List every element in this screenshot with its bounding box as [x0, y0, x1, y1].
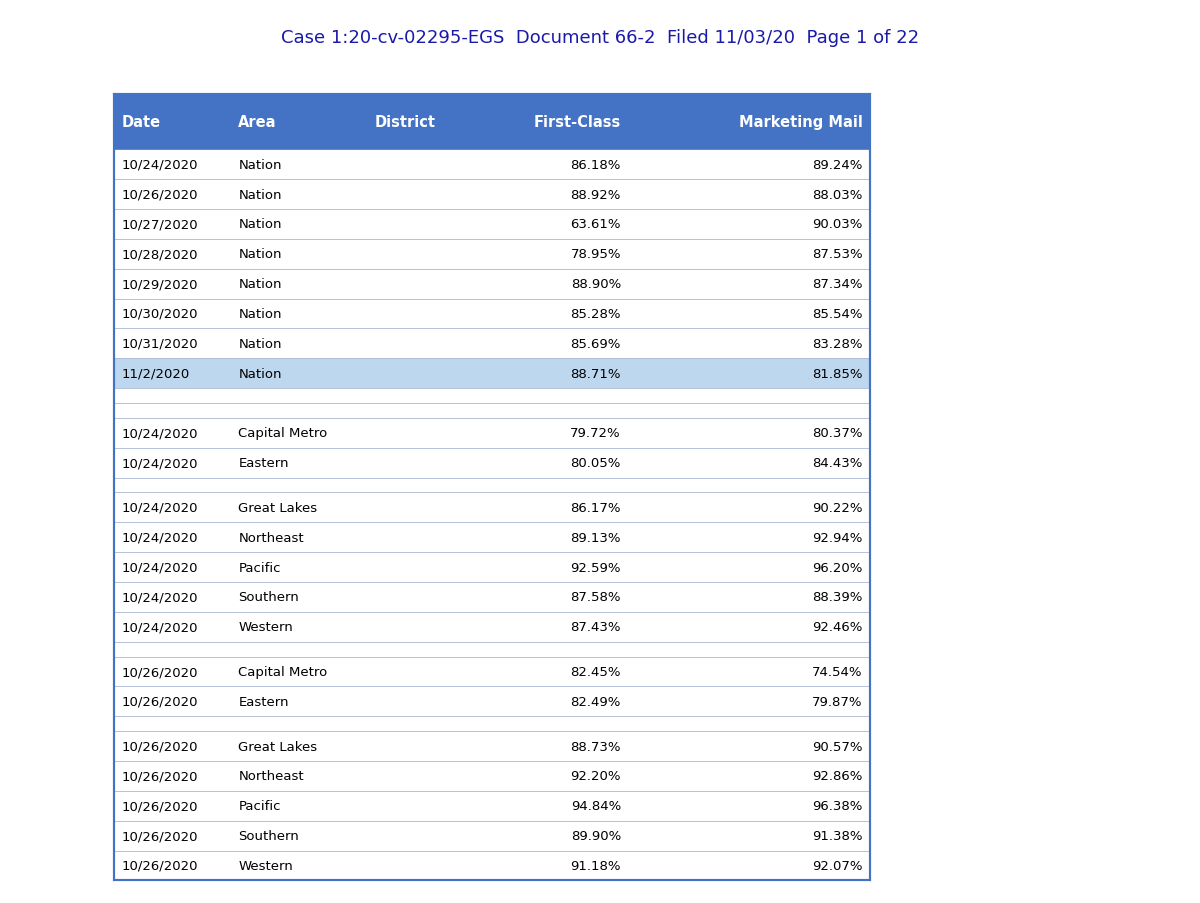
Text: 92.94%: 92.94% [812, 531, 863, 545]
Text: 85.28%: 85.28% [570, 308, 620, 321]
Text: Capital Metro: Capital Metro [239, 427, 328, 440]
Text: 85.69%: 85.69% [570, 338, 620, 350]
Text: 80.05%: 80.05% [570, 457, 620, 470]
Text: 79.87%: 79.87% [812, 695, 863, 708]
Text: 79.72%: 79.72% [570, 427, 620, 440]
Text: 10/24/2020: 10/24/2020 [121, 620, 198, 634]
Text: 88.71%: 88.71% [570, 368, 620, 380]
Text: Nation: Nation [239, 338, 282, 350]
Text: Nation: Nation [239, 159, 282, 172]
Text: Nation: Nation [239, 189, 282, 201]
Text: 86.17%: 86.17% [570, 501, 620, 515]
Text: 63.61%: 63.61% [570, 219, 620, 231]
Text: 10/24/2020: 10/24/2020 [121, 561, 198, 574]
Text: 89.24%: 89.24% [812, 159, 863, 172]
Text: Southern: Southern [239, 591, 299, 604]
Text: District: District [374, 115, 436, 130]
Text: 10/24/2020: 10/24/2020 [121, 531, 198, 545]
Text: 90.22%: 90.22% [812, 501, 863, 515]
Text: 10/26/2020: 10/26/2020 [121, 859, 198, 872]
Text: Great Lakes: Great Lakes [239, 501, 318, 515]
Text: 96.20%: 96.20% [812, 561, 863, 574]
Text: Nation: Nation [239, 278, 282, 291]
Text: 92.46%: 92.46% [812, 620, 863, 634]
Text: 82.49%: 82.49% [570, 695, 620, 708]
Text: 78.95%: 78.95% [570, 248, 620, 261]
Text: 10/26/2020: 10/26/2020 [121, 829, 198, 842]
Text: 10/26/2020: 10/26/2020 [121, 769, 198, 783]
Text: 10/26/2020: 10/26/2020 [121, 189, 198, 201]
Text: 89.90%: 89.90% [571, 829, 620, 842]
Text: 90.03%: 90.03% [812, 219, 863, 231]
Text: Western: Western [239, 859, 293, 872]
Text: 88.03%: 88.03% [812, 189, 863, 201]
Text: Nation: Nation [239, 248, 282, 261]
Text: 10/29/2020: 10/29/2020 [121, 278, 198, 291]
Text: 10/24/2020: 10/24/2020 [121, 427, 198, 440]
Text: 92.86%: 92.86% [812, 769, 863, 783]
Text: 85.54%: 85.54% [812, 308, 863, 321]
Text: 96.38%: 96.38% [812, 799, 863, 813]
Text: 87.43%: 87.43% [570, 620, 620, 634]
Text: Area: Area [239, 115, 277, 130]
Text: 10/26/2020: 10/26/2020 [121, 695, 198, 708]
Text: Capital Metro: Capital Metro [239, 666, 328, 678]
Text: Case 1:20-cv-02295-EGS  Document 66-2  Filed 11/03/20  Page 1 of 22: Case 1:20-cv-02295-EGS Document 66-2 Fil… [281, 29, 919, 47]
Text: 10/31/2020: 10/31/2020 [121, 338, 198, 350]
Text: 10/26/2020: 10/26/2020 [121, 799, 198, 813]
Text: Western: Western [239, 620, 293, 634]
Text: 10/26/2020: 10/26/2020 [121, 666, 198, 678]
Text: 10/28/2020: 10/28/2020 [121, 248, 198, 261]
Text: Pacific: Pacific [239, 799, 281, 813]
Text: 10/26/2020: 10/26/2020 [121, 740, 198, 753]
Text: 10/30/2020: 10/30/2020 [121, 308, 198, 321]
Text: 94.84%: 94.84% [571, 799, 620, 813]
Text: 91.38%: 91.38% [812, 829, 863, 842]
Text: 89.13%: 89.13% [570, 531, 620, 545]
Text: Pacific: Pacific [239, 561, 281, 574]
Text: 91.18%: 91.18% [570, 859, 620, 872]
Text: Date: Date [121, 115, 161, 130]
Text: Great Lakes: Great Lakes [239, 740, 318, 753]
Text: 10/24/2020: 10/24/2020 [121, 501, 198, 515]
Text: 80.37%: 80.37% [812, 427, 863, 440]
Text: Eastern: Eastern [239, 457, 289, 470]
Text: Southern: Southern [239, 829, 299, 842]
Text: 74.54%: 74.54% [812, 666, 863, 678]
Text: Marketing Mail: Marketing Mail [739, 115, 863, 130]
Text: 10/27/2020: 10/27/2020 [121, 219, 198, 231]
Text: Nation: Nation [239, 368, 282, 380]
Text: 10/24/2020: 10/24/2020 [121, 591, 198, 604]
Text: 92.07%: 92.07% [812, 859, 863, 872]
Text: 83.28%: 83.28% [812, 338, 863, 350]
Text: 88.90%: 88.90% [571, 278, 620, 291]
Text: 88.73%: 88.73% [570, 740, 620, 753]
Text: 88.39%: 88.39% [812, 591, 863, 604]
Text: 87.53%: 87.53% [812, 248, 863, 261]
Text: 86.18%: 86.18% [570, 159, 620, 172]
Text: 87.58%: 87.58% [570, 591, 620, 604]
Text: Northeast: Northeast [239, 769, 304, 783]
Text: Nation: Nation [239, 219, 282, 231]
Text: 88.92%: 88.92% [570, 189, 620, 201]
Text: 10/24/2020: 10/24/2020 [121, 159, 198, 172]
Text: 84.43%: 84.43% [812, 457, 863, 470]
Text: Eastern: Eastern [239, 695, 289, 708]
Text: 92.20%: 92.20% [570, 769, 620, 783]
Text: 11/2/2020: 11/2/2020 [121, 368, 190, 380]
Text: Northeast: Northeast [239, 531, 304, 545]
Text: First-Class: First-Class [534, 115, 620, 130]
Text: 92.59%: 92.59% [570, 561, 620, 574]
Text: 82.45%: 82.45% [570, 666, 620, 678]
Text: Nation: Nation [239, 308, 282, 321]
Text: 90.57%: 90.57% [812, 740, 863, 753]
Text: 81.85%: 81.85% [812, 368, 863, 380]
Text: 10/24/2020: 10/24/2020 [121, 457, 198, 470]
Text: 87.34%: 87.34% [812, 278, 863, 291]
